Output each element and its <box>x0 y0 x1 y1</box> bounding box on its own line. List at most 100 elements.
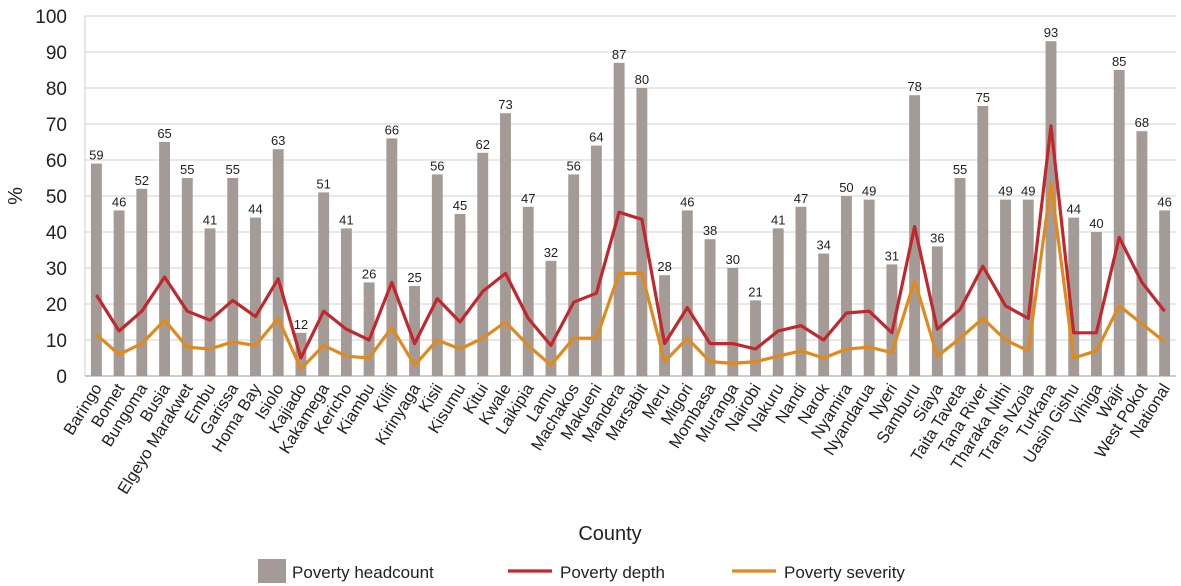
data-label: 46 <box>680 194 694 209</box>
bar <box>840 196 852 376</box>
bar <box>886 264 898 376</box>
data-label: 87 <box>612 47 626 62</box>
bar <box>136 188 148 376</box>
bar <box>522 206 534 376</box>
data-label: 62 <box>476 137 490 152</box>
data-label: 49 <box>1021 184 1035 199</box>
legend: Poverty headcount Poverty depth Poverty se… <box>258 559 905 583</box>
bar <box>477 152 489 376</box>
data-label: 56 <box>430 158 444 173</box>
bar <box>1022 199 1034 376</box>
bar <box>613 62 625 377</box>
bar <box>1045 41 1057 376</box>
legend-label: Poverty headcount <box>292 563 434 582</box>
data-label: 47 <box>521 191 535 206</box>
data-label: 44 <box>1066 202 1080 217</box>
bars <box>90 41 1171 377</box>
bar <box>340 228 352 376</box>
legend-swatch-box <box>258 559 286 583</box>
bar <box>318 192 330 376</box>
data-label: 55 <box>953 162 967 177</box>
data-label: 93 <box>1044 25 1058 40</box>
bar <box>590 145 602 376</box>
series-line <box>95 124 1166 360</box>
bar <box>272 149 284 376</box>
bar <box>1113 70 1125 376</box>
data-label: 44 <box>248 202 262 217</box>
y-axis: 0 10 20 30 40 50 60 70 80 90 100 <box>35 7 86 388</box>
data-label: 85 <box>1112 54 1126 69</box>
data-label: 63 <box>271 133 285 148</box>
bar <box>181 178 193 376</box>
data-label: 46 <box>1157 194 1171 209</box>
bar <box>500 113 511 376</box>
bar <box>863 199 875 376</box>
bar <box>772 228 784 376</box>
bar <box>386 138 398 376</box>
gridlines <box>85 15 1176 377</box>
bar <box>250 217 261 376</box>
bar <box>704 239 716 376</box>
data-label: 52 <box>135 173 149 188</box>
y-tick-label: 10 <box>46 331 67 352</box>
data-labels: 59 46 52 65 55 41 55 44 63 12 51 41 26 66 25 56 45 62 73 47… <box>89 25 1172 332</box>
data-label: 64 <box>589 130 603 145</box>
data-label: 55 <box>180 162 194 177</box>
bar <box>363 282 375 376</box>
data-label: 65 <box>157 126 171 141</box>
y-tick-label: 100 <box>35 7 67 28</box>
data-label: 75 <box>976 90 990 105</box>
bar <box>636 88 648 376</box>
data-label: 50 <box>839 180 853 195</box>
data-label: 51 <box>316 176 330 191</box>
data-label: 47 <box>794 191 808 206</box>
lines <box>95 124 1166 371</box>
data-label: 49 <box>862 184 876 199</box>
bar <box>1068 217 1080 376</box>
data-label: 78 <box>907 79 921 94</box>
data-label: 30 <box>726 252 740 267</box>
data-label: 32 <box>544 245 558 260</box>
bar <box>454 214 466 376</box>
data-label: 68 <box>1135 115 1149 130</box>
bar <box>227 178 239 376</box>
bar <box>1000 199 1011 376</box>
bar <box>113 210 125 376</box>
y-tick-label: 60 <box>46 151 67 172</box>
legend-label: Poverty severity <box>784 563 905 582</box>
data-label: 40 <box>1089 216 1103 231</box>
bar <box>727 268 739 376</box>
data-label: 66 <box>385 122 399 137</box>
y-tick-label: 80 <box>46 79 67 100</box>
data-label: 56 <box>566 158 580 173</box>
bar <box>545 260 557 376</box>
data-label: 26 <box>362 266 376 281</box>
bar <box>750 300 761 376</box>
series-line <box>95 181 1166 371</box>
y-tick-label: 50 <box>46 187 67 208</box>
legend-label: Poverty depth <box>560 563 665 582</box>
data-label: 12 <box>294 317 308 332</box>
data-label: 49 <box>998 184 1012 199</box>
data-label: 28 <box>657 259 671 274</box>
bar <box>1090 232 1102 376</box>
y-tick-label: 40 <box>46 223 67 244</box>
bar <box>159 142 171 376</box>
bar <box>659 275 671 376</box>
data-label: 41 <box>203 212 217 227</box>
bar <box>90 163 102 376</box>
data-label: 45 <box>453 198 467 213</box>
bar <box>568 174 580 376</box>
data-label: 38 <box>703 223 717 238</box>
data-label: 41 <box>771 212 785 227</box>
bar <box>409 286 421 376</box>
data-label: 59 <box>89 148 103 163</box>
bar <box>1136 131 1148 376</box>
bar <box>795 206 807 376</box>
data-label: 41 <box>339 212 353 227</box>
data-label: 25 <box>407 270 421 285</box>
data-label: 73 <box>498 97 512 112</box>
y-tick-label: 90 <box>46 43 67 64</box>
